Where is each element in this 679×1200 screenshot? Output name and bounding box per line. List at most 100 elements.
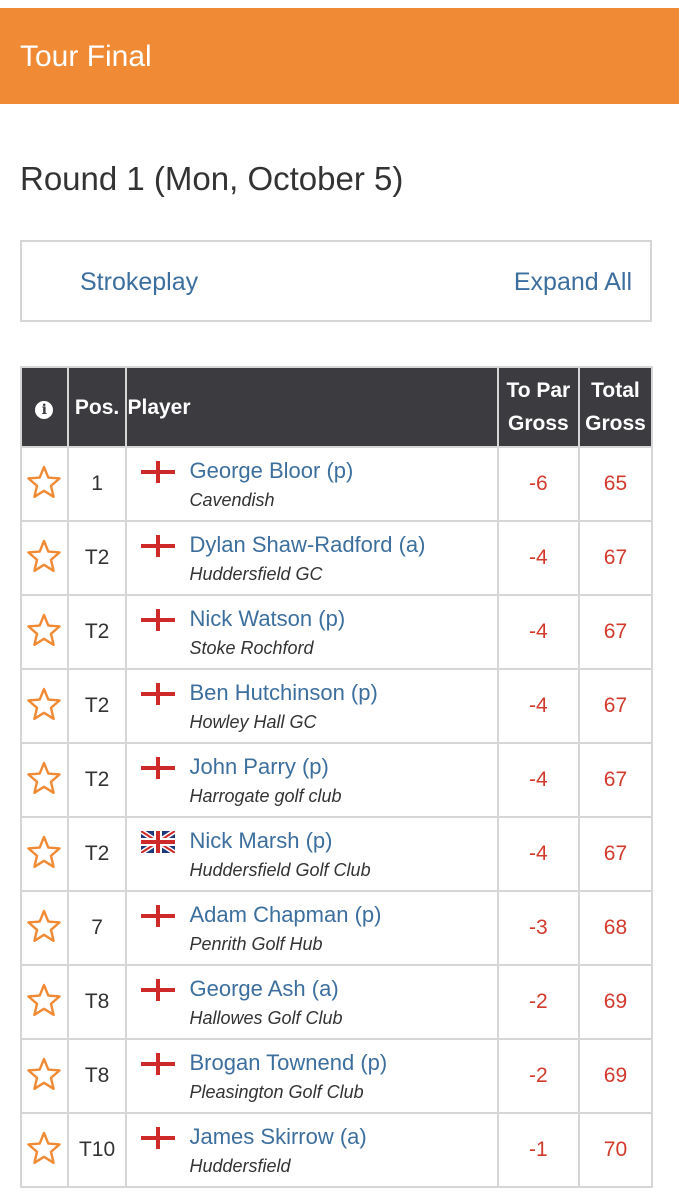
to-par-cell: -2 bbox=[496, 964, 580, 1040]
total-header-line1: Total bbox=[591, 379, 640, 402]
to-par-cell: -6 bbox=[496, 446, 580, 522]
england-flag-icon bbox=[141, 683, 176, 705]
total-cell: 70 bbox=[577, 1112, 654, 1188]
table-row[interactable]: T10 James Skirrow (a) Huddersfield -1 70 bbox=[20, 1112, 654, 1188]
player-cell: Brogan Townend (p) Pleasington Golf Club bbox=[125, 1038, 499, 1114]
table-row[interactable]: T2 John Parry (p) Harrogate golf club -4 67 bbox=[20, 742, 654, 818]
favorite-star-icon[interactable] bbox=[27, 1131, 62, 1165]
player-name-link[interactable]: James Skirrow (a) bbox=[189, 1124, 367, 1149]
to-par-cell: -4 bbox=[496, 594, 580, 670]
total-cell: 68 bbox=[577, 890, 654, 966]
favorite-cell bbox=[20, 816, 69, 892]
england-flag-icon bbox=[141, 979, 176, 1001]
position-cell: T2 bbox=[66, 742, 128, 818]
pos-column-header: Pos. bbox=[66, 366, 128, 448]
table-row[interactable]: T2 Nick Watson (p) Stoke Rochford -4 67 bbox=[20, 594, 654, 670]
favorite-star-icon[interactable] bbox=[27, 465, 62, 499]
favorite-star-icon[interactable] bbox=[27, 613, 62, 647]
total-cell: 67 bbox=[577, 816, 654, 892]
table-row[interactable]: T2 Nick Marsh (p) Huddersfield Golf Club -4… bbox=[20, 816, 654, 892]
favorite-cell bbox=[20, 964, 69, 1040]
expand-all-button[interactable]: Expand All bbox=[513, 268, 632, 296]
player-name-link[interactable]: Adam Chapman (p) bbox=[189, 902, 382, 927]
favorite-cell bbox=[20, 668, 69, 744]
to-par-column-header: To Par Gross bbox=[496, 366, 580, 448]
format-bar: Strokeplay Expand All bbox=[20, 240, 652, 322]
player-name-link[interactable]: Brogan Townend (p) bbox=[189, 1050, 388, 1075]
favorite-star-icon[interactable] bbox=[27, 835, 62, 869]
england-flag-icon bbox=[141, 1053, 176, 1075]
info-icon[interactable]: i bbox=[35, 400, 54, 419]
england-flag-icon bbox=[141, 609, 176, 631]
favorite-cell bbox=[20, 520, 69, 596]
favorite-cell bbox=[20, 890, 69, 966]
favorite-star-icon[interactable] bbox=[27, 539, 62, 573]
player-cell: Adam Chapman (p) Penrith Golf Hub bbox=[125, 890, 499, 966]
player-club: Harrogate golf club bbox=[189, 786, 342, 806]
round-title: Round 1 (Mon, October 5) bbox=[20, 160, 404, 197]
favorite-star-icon[interactable] bbox=[27, 687, 62, 721]
table-row[interactable]: T8 George Ash (a) Hallowes Golf Club -2 69 bbox=[20, 964, 654, 1040]
to-par-cell: -4 bbox=[496, 816, 580, 892]
total-cell: 69 bbox=[577, 964, 654, 1040]
to-par-cell: -1 bbox=[496, 1112, 580, 1188]
total-cell: 69 bbox=[577, 1038, 654, 1114]
position-cell: 1 bbox=[66, 446, 128, 522]
to-par-header-line2: Gross bbox=[507, 412, 569, 435]
player-club: Howley Hall GC bbox=[189, 712, 317, 732]
player-club: Pleasington Golf Club bbox=[189, 1082, 364, 1102]
player-cell: Nick Watson (p) Stoke Rochford bbox=[125, 594, 499, 670]
player-club: Huddersfield bbox=[189, 1156, 291, 1176]
position-cell: T2 bbox=[66, 668, 128, 744]
table-row[interactable]: T2 Ben Hutchinson (p) Howley Hall GC -4 67 bbox=[20, 668, 654, 744]
table-header-row: i Pos. Player To Par Gross Total Gross bbox=[20, 366, 654, 448]
app-header: Tour Final bbox=[0, 8, 679, 104]
page-title: Tour Final bbox=[20, 40, 152, 73]
player-name-link[interactable]: Nick Watson (p) bbox=[189, 606, 346, 631]
player-cell: George Ash (a) Hallowes Golf Club bbox=[125, 964, 499, 1040]
position-cell: T8 bbox=[66, 964, 128, 1040]
position-cell: T8 bbox=[66, 1038, 128, 1114]
player-name-link[interactable]: Dylan Shaw-Radford (a) bbox=[189, 532, 426, 557]
position-cell: T2 bbox=[66, 594, 128, 670]
player-club: Penrith Golf Hub bbox=[189, 934, 323, 954]
player-cell: George Bloor (p) Cavendish bbox=[125, 446, 499, 522]
player-name-link[interactable]: John Parry (p) bbox=[189, 754, 329, 779]
favorite-star-icon[interactable] bbox=[27, 909, 62, 943]
england-flag-icon bbox=[141, 905, 176, 927]
player-cell: John Parry (p) Harrogate golf club bbox=[125, 742, 499, 818]
player-club: Stoke Rochford bbox=[189, 638, 314, 658]
player-name-link[interactable]: Ben Hutchinson (p) bbox=[189, 680, 378, 705]
to-par-header-line1: To Par bbox=[506, 379, 571, 402]
england-flag-icon bbox=[141, 535, 176, 557]
favorite-star-icon[interactable] bbox=[27, 983, 62, 1017]
strokeplay-tab[interactable]: Strokeplay bbox=[80, 268, 199, 296]
table-row[interactable]: 1 George Bloor (p) Cavendish -6 65 bbox=[20, 446, 654, 522]
favorite-star-icon[interactable] bbox=[27, 761, 62, 795]
england-flag-icon bbox=[141, 461, 176, 483]
player-cell: Dylan Shaw-Radford (a) Huddersfield GC bbox=[125, 520, 499, 596]
favorite-cell bbox=[20, 446, 69, 522]
england-flag-icon bbox=[141, 1127, 176, 1149]
to-par-cell: -4 bbox=[496, 742, 580, 818]
total-cell: 65 bbox=[577, 446, 654, 522]
to-par-cell: -4 bbox=[496, 520, 580, 596]
table-row[interactable]: 7 Adam Chapman (p) Penrith Golf Hub -3 68 bbox=[20, 890, 654, 966]
to-par-cell: -2 bbox=[496, 1038, 580, 1114]
player-name-link[interactable]: George Bloor (p) bbox=[189, 458, 354, 483]
table-row[interactable]: T8 Brogan Townend (p) Pleasington Golf Clu… bbox=[20, 1038, 654, 1114]
player-name-link[interactable]: George Ash (a) bbox=[189, 976, 339, 1001]
info-column-header[interactable]: i bbox=[20, 366, 69, 448]
player-cell: James Skirrow (a) Huddersfield bbox=[125, 1112, 499, 1188]
favorite-cell bbox=[20, 1038, 69, 1114]
player-cell: Nick Marsh (p) Huddersfield Golf Club bbox=[125, 816, 499, 892]
favorite-cell bbox=[20, 742, 69, 818]
total-cell: 67 bbox=[577, 520, 654, 596]
total-header-line2: Gross bbox=[585, 412, 646, 435]
favorite-star-icon[interactable] bbox=[27, 1057, 62, 1091]
total-cell: 67 bbox=[577, 668, 654, 744]
player-club: Hallowes Golf Club bbox=[189, 1008, 343, 1028]
position-cell: T2 bbox=[66, 816, 128, 892]
player-name-link[interactable]: Nick Marsh (p) bbox=[189, 828, 333, 853]
table-row[interactable]: T2 Dylan Shaw-Radford (a) Huddersfield GC -… bbox=[20, 520, 654, 596]
